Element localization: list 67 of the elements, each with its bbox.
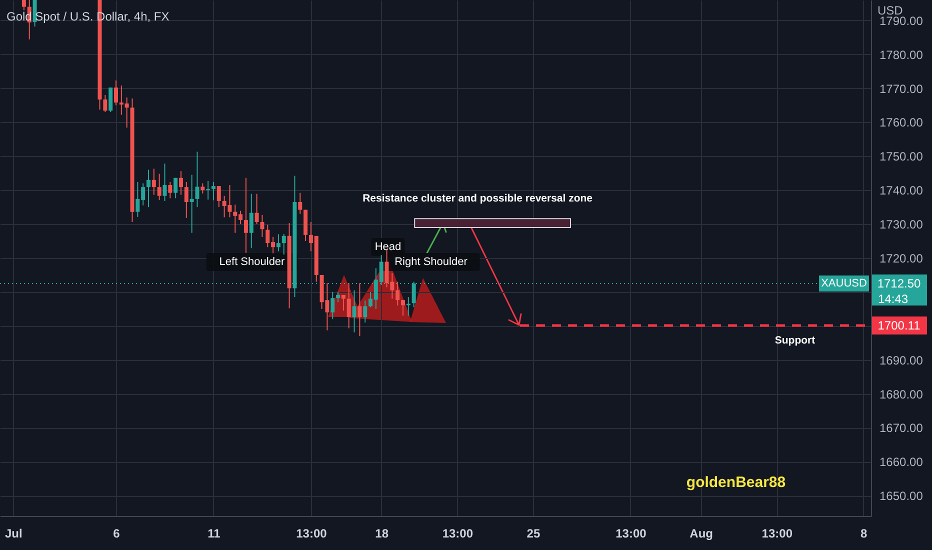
x-tick-label: 13:00 (616, 526, 647, 540)
x-tick-label: 13:00 (296, 526, 328, 540)
candlestick (190, 174, 194, 234)
x-tick-label: 13:00 (762, 526, 793, 540)
x-tick-label: 13:00 (442, 526, 474, 540)
y-tick-label: 1750.00 (880, 150, 924, 164)
x-tick-label: 18 (375, 526, 389, 540)
candlestick (249, 193, 254, 249)
candlestick (336, 291, 340, 303)
candlestick (346, 282, 351, 329)
x-tick-label: Aug (690, 526, 714, 540)
annotation: Right Shoulder (394, 256, 468, 268)
annotation: Head (374, 241, 402, 253)
y-tick-label: 1690.00 (880, 353, 924, 368)
candlestick (260, 214, 264, 238)
y-tick-label: 1780.00 (880, 48, 924, 62)
candlestick (108, 87, 113, 113)
candlestick (152, 168, 156, 196)
candlestick (363, 300, 368, 323)
y-tick-label: 1660.00 (880, 455, 924, 470)
candlestick (282, 233, 286, 256)
candlestick (298, 192, 302, 214)
band-label: Resistance cluster and possible reversal zone (362, 192, 593, 205)
candlestick (195, 151, 200, 208)
y-tick-label: 1650.00 (880, 489, 924, 504)
candlestick (330, 291, 335, 320)
candlestick (114, 80, 118, 106)
text: 1712.50 (877, 276, 922, 290)
y-tick-label: 1760.00 (880, 116, 924, 130)
candlestick (396, 281, 400, 306)
ref-line-label: Support (774, 334, 816, 347)
candlestick (146, 169, 150, 208)
candlestick (178, 170, 183, 196)
text: 1700.11 (878, 318, 921, 333)
x-tick-label: 11 (208, 526, 221, 540)
text: 14:43 (878, 292, 908, 306)
x-tick-label: 25 (526, 526, 540, 540)
y-tick-label: 1680.00 (880, 387, 924, 402)
candlestick (276, 234, 280, 252)
candlestick (216, 186, 221, 208)
annotation: Left Shoulder (219, 256, 286, 268)
x-tick-label: Jul (4, 526, 22, 540)
candlestick (254, 193, 259, 225)
candlestick (358, 282, 362, 337)
x-tick-label: 8 (860, 526, 868, 540)
candlestick (211, 181, 216, 201)
y-tick-label: 1730.00 (880, 218, 924, 232)
annotation: goldenBear88 (686, 474, 786, 491)
candlestick (184, 181, 188, 218)
candlestick (244, 177, 248, 254)
candlestick (401, 300, 406, 316)
candlestick (341, 294, 346, 312)
candlestick (168, 181, 172, 199)
candlestick (200, 182, 205, 194)
y-tick-label: 1720.00 (880, 252, 924, 266)
x-tick-label: 6 (113, 526, 120, 540)
candlestick (162, 163, 167, 202)
ref-line-label: XAUUSD (821, 277, 867, 290)
candlestick (157, 173, 162, 200)
candlestick (174, 177, 178, 199)
y-tick-label: 1770.00 (880, 82, 924, 96)
y-tick-label: 1740.00 (880, 184, 924, 198)
candlestick (22, 0, 26, 11)
candlestick (206, 180, 210, 200)
y-tick-label: 1670.00 (880, 421, 924, 436)
candlestick (103, 94, 108, 113)
candlestick (352, 290, 356, 333)
